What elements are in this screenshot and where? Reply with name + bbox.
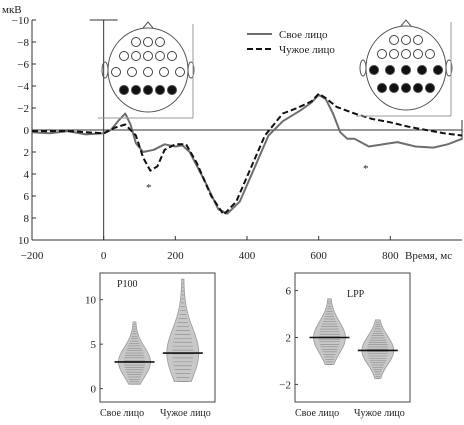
nose [142,21,154,29]
y-tick-label: 2 [24,147,30,159]
electrode [377,49,387,59]
legend: Свое лицо Чужое лицо [247,29,335,56]
electrode [155,37,165,47]
p100-category-2: Чужое лицо [160,408,211,419]
y-tick-label: 4 [24,169,30,181]
electrode [131,51,141,61]
electrode [119,51,129,61]
legend-label: Чужое лицо [279,44,335,56]
lpp-category-2: Чужое лицо [354,408,405,419]
x-tick-labels: −200 0 200 400 600 800 [21,250,399,262]
y-tick-label: 6 [286,286,292,298]
series-line [32,92,463,216]
electrode-active [167,85,177,95]
significance-marker: * [146,182,152,194]
right-ear [187,61,195,79]
lpp-title: LPP [347,289,365,300]
legend-label: Свое лицо [279,29,328,41]
electrode-active [131,85,141,95]
electrode [413,35,423,45]
electrode [167,51,177,61]
electrode-head-map [98,21,195,119]
left-ear [101,61,109,79]
electrode-active [425,83,435,93]
erp-line-chart: мкВ Время, мс −10 −8 −6 −4 −2 0 2 4 6 8 10 −200 0 20… [2,4,463,262]
electrode-active [155,85,165,95]
electrode [143,67,153,77]
electrode-active [401,83,411,93]
electrode-head-map [356,19,453,117]
electrode [401,35,411,45]
x-axis-label: Время, мс [405,250,452,262]
y-tick-label: −2 [17,103,29,115]
electrode [425,49,435,59]
electrode [159,67,169,77]
lpp-violin-plot: LPP Свое лицо Чужое лицо −2 2 6 [279,272,411,419]
electrode-active [401,65,411,75]
electrode [155,51,165,61]
electrode-active [143,85,153,95]
y-tick-label: 2 [286,333,292,345]
y-tick-label: −8 [17,37,29,49]
nose [400,19,412,27]
y-tick-label: 0 [91,384,97,396]
panel-frame [99,272,216,403]
y-tick-labels: −10 −8 −6 −4 −2 0 2 4 6 8 10 [12,15,30,247]
electrode-active [385,65,395,75]
electrode-maps [98,19,453,119]
electrode-active [417,65,427,75]
electrode [413,49,423,59]
y-tick-label: 8 [24,213,30,225]
y-axis-label: мкВ [2,4,22,16]
y-tick-label: 0 [24,125,30,137]
x-tick-label: 400 [239,250,256,262]
x-tick-label: 600 [310,250,327,262]
y-tick-label: 10 [18,235,30,247]
electrode-active [369,65,379,75]
right-ear [445,59,453,77]
left-ear [359,59,367,77]
electrode [389,49,399,59]
electrode [143,37,153,47]
electrode [389,35,399,45]
electrode [111,67,121,77]
p100-title: P100 [117,279,138,290]
y-tick-label: 6 [24,191,30,203]
x-tick-label: −200 [21,250,44,262]
series-line [31,93,463,215]
electrode-active [119,85,129,95]
electrode-active [389,83,399,93]
p100-category-1: Свое лицо [100,408,144,419]
y-tick-label: 10 [85,295,97,307]
y-tick-label: −2 [279,379,291,391]
y-tick-label: −10 [12,15,30,27]
electrode [143,51,153,61]
electrode [127,67,137,77]
electrode [401,49,411,59]
electrode-active [377,83,387,93]
y-tick-label: −4 [17,81,29,93]
electrode-active [433,65,443,75]
y-tick-label: −6 [17,59,29,71]
x-tick-label: 0 [101,250,107,262]
x-tick-label: 200 [167,250,184,262]
x-tick-label: 800 [382,250,399,262]
significance-marker: * [363,163,369,175]
axes [31,19,463,241]
lpp-category-1: Свое лицо [295,408,339,419]
y-tick-label: 5 [91,339,97,351]
p100-violin-plot: P100 Свое лицо Чужое лицо 0 5 10 [85,272,216,419]
electrode-active [413,83,423,93]
electrode [175,67,185,77]
series-lines [31,92,463,216]
electrode [131,37,141,47]
